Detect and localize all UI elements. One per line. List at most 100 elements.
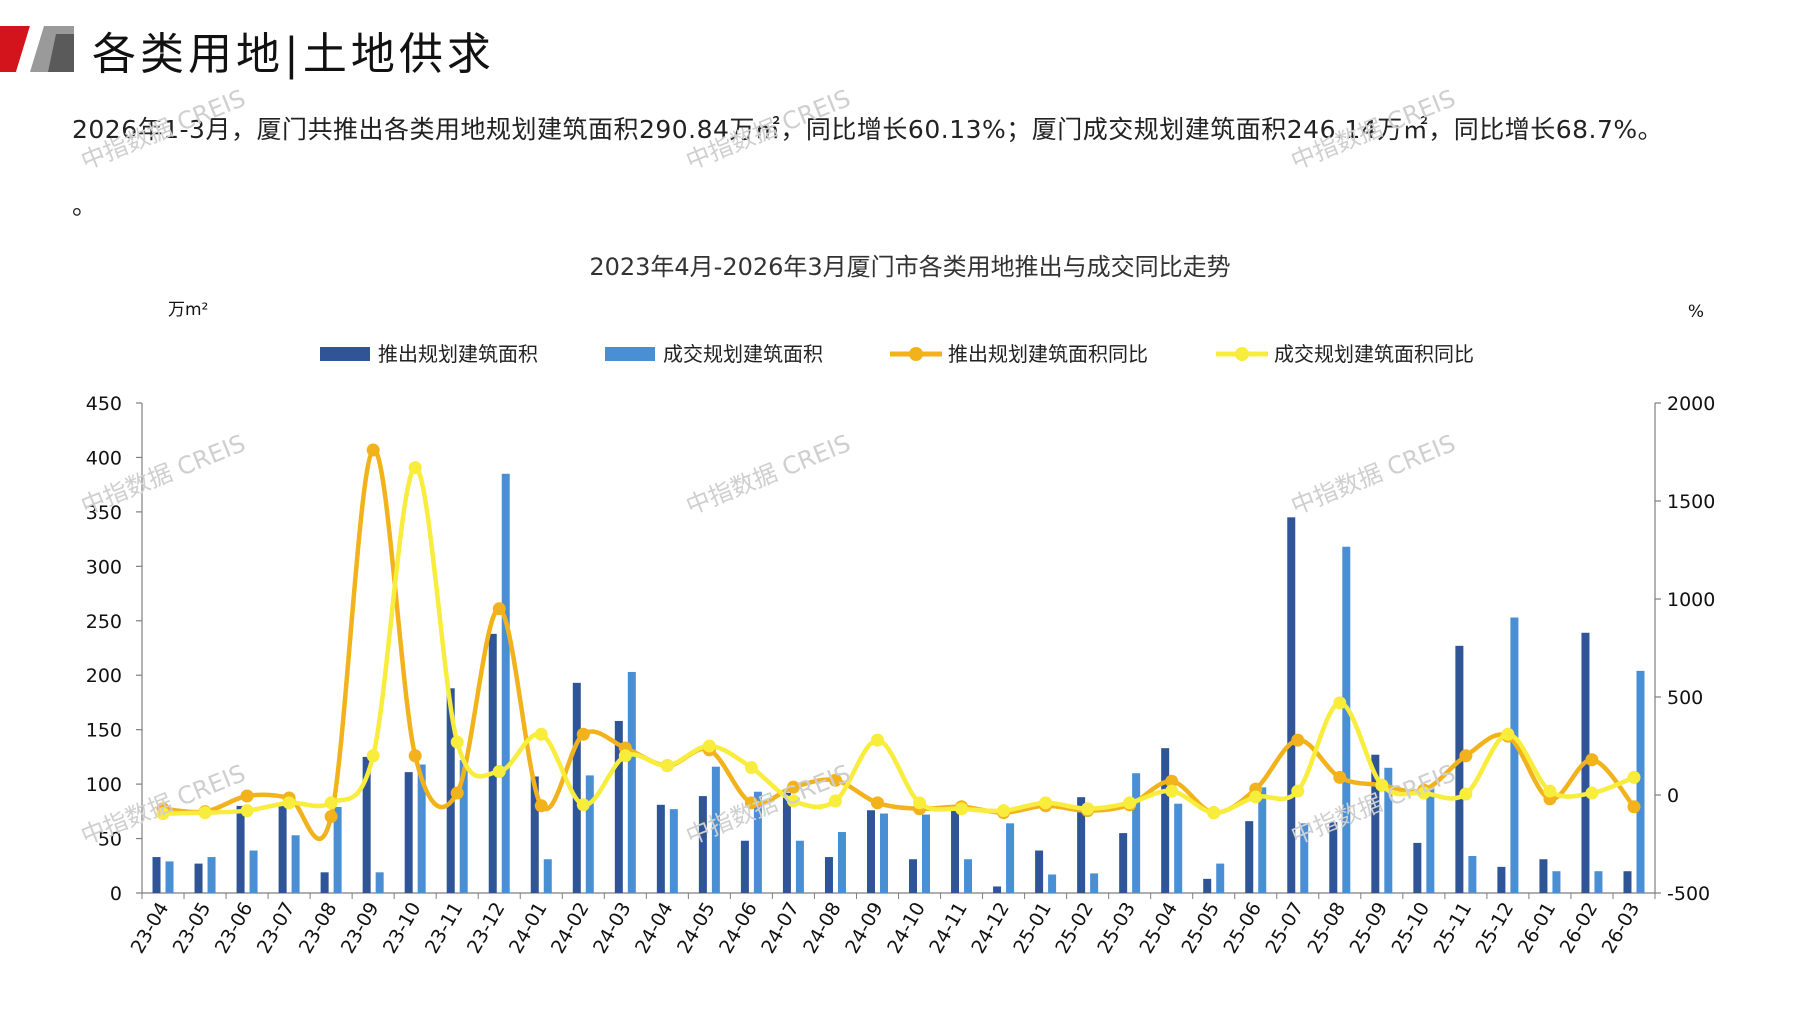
- x-tick-label: 23-09: [337, 899, 384, 958]
- supply-bar: [1035, 850, 1044, 893]
- deal-yoy-point: [1081, 802, 1095, 816]
- deal-bar: [837, 832, 846, 893]
- deal-bar: [1090, 873, 1099, 893]
- supply-yoy-point: [1333, 770, 1347, 784]
- deal-yoy-point: [1417, 786, 1431, 800]
- deal-yoy-point: [1291, 784, 1305, 798]
- x-tick-label: 25-07: [1261, 899, 1308, 958]
- supply-bar: [1119, 833, 1128, 893]
- deal-yoy-point: [702, 739, 716, 753]
- supply-bar: [993, 886, 1002, 893]
- deal-bar: [753, 791, 762, 893]
- y-right-tick-label: 1000: [1667, 589, 1715, 611]
- x-tick-label: 24-08: [799, 899, 846, 958]
- deal-yoy-point: [156, 807, 170, 821]
- deal-bar: [1132, 773, 1141, 893]
- deal-yoy-point: [997, 804, 1011, 818]
- x-tick-label: 25-05: [1177, 899, 1224, 958]
- supply-yoy-point: [1627, 800, 1641, 814]
- x-tick-label: 24-05: [673, 899, 720, 958]
- deal-bar: [165, 861, 174, 893]
- x-tick-label: 25-12: [1472, 899, 1519, 958]
- y-right-tick-label: -500: [1667, 883, 1710, 905]
- deal-yoy-point: [828, 794, 842, 808]
- supply-yoy-point: [408, 749, 422, 763]
- deal-yoy-point: [534, 727, 548, 741]
- supply-yoy-point: [786, 780, 800, 794]
- legend-label: 成交规划建筑面积同比: [1274, 342, 1474, 366]
- x-tick-label: 25-11: [1430, 899, 1477, 958]
- x-tick-label: 23-12: [463, 899, 510, 958]
- supply-bar: [951, 805, 960, 893]
- supply-bar: [1455, 645, 1464, 893]
- supply-yoy-point: [744, 796, 758, 810]
- supply-bar: [740, 840, 749, 893]
- summary-text: 2026年1-3月，厦门共推出各类用地规划建筑面积290.84万㎡，同比增长60…: [72, 115, 1664, 144]
- supply-yoy-point: [828, 773, 842, 787]
- supply-bar: [1413, 842, 1422, 893]
- deal-yoy-point: [786, 794, 800, 808]
- deal-bar: [417, 764, 426, 893]
- legend-label: 推出规划建筑面积: [378, 342, 538, 366]
- supply-bar: [320, 872, 329, 893]
- x-tick-label: 26-02: [1556, 899, 1603, 958]
- x-tick-label: 24-12: [967, 899, 1014, 958]
- x-tick-label: 24-07: [757, 899, 804, 958]
- deal-bar: [1384, 767, 1393, 893]
- deal-yoy-point: [408, 461, 422, 475]
- supply-bar: [488, 633, 497, 893]
- x-tick-label: 23-08: [295, 899, 342, 958]
- deal-yoy-point: [240, 804, 254, 818]
- legend-label: 推出规划建筑面积同比: [948, 342, 1148, 366]
- deal-bar: [669, 809, 678, 893]
- y-right-tick-label: 1500: [1667, 491, 1715, 513]
- supply-bar: [446, 688, 455, 893]
- y-left-tick-label: 0: [110, 883, 122, 905]
- deal-yoy-point: [1039, 796, 1053, 810]
- x-tick-label: 23-05: [169, 899, 216, 958]
- deal-bar: [249, 850, 258, 893]
- legend-label: 成交规划建筑面积: [663, 342, 823, 366]
- deal-bar: [1174, 803, 1183, 893]
- deal-bar: [459, 760, 468, 893]
- deal-bar: [1510, 617, 1519, 893]
- x-tick-label: 23-11: [421, 899, 468, 958]
- deal-yoy-point: [1123, 796, 1137, 810]
- deal-bar: [711, 766, 720, 893]
- supply-bar: [866, 810, 875, 893]
- deal-bar: [1594, 871, 1603, 893]
- deal-bar: [1006, 823, 1015, 893]
- supply-yoy-point: [1585, 753, 1599, 767]
- legend-swatch: [909, 347, 923, 361]
- deal-yoy-point: [198, 806, 212, 820]
- deal-bar: [964, 859, 973, 893]
- supply-bar: [614, 720, 623, 893]
- x-tick-label: 24-06: [715, 899, 762, 958]
- y-left-unit: 万m²: [168, 300, 208, 320]
- supply-bar: [824, 857, 833, 893]
- deal-yoy-line: [162, 465, 1635, 816]
- deal-bar: [585, 775, 594, 893]
- deal-yoy-point: [744, 761, 758, 775]
- y-left-tick-label: 50: [98, 829, 122, 851]
- deal-yoy-point: [324, 796, 338, 810]
- y-left-tick-label: 400: [86, 447, 122, 469]
- deal-yoy-point: [366, 749, 380, 763]
- supply-bar: [362, 756, 371, 893]
- x-tick-label: 25-10: [1388, 899, 1435, 958]
- deal-yoy-point: [618, 749, 632, 763]
- y-right-tick-label: 500: [1667, 687, 1703, 709]
- supply-bar: [1497, 866, 1506, 893]
- supply-yoy-point: [492, 602, 506, 616]
- page-title: 各类用地|土地供求: [92, 29, 495, 80]
- deal-bar: [922, 814, 931, 893]
- deal-yoy-point: [282, 796, 296, 810]
- legend-swatch: [320, 347, 370, 361]
- deal-yoy-point: [1165, 784, 1179, 798]
- x-tick-label: 24-03: [589, 899, 636, 958]
- supply-yoy-point: [870, 796, 884, 810]
- deal-yoy-point: [955, 802, 969, 816]
- supply-bar: [236, 805, 245, 893]
- deal-bar: [1342, 546, 1351, 893]
- supply-bar: [1539, 859, 1548, 893]
